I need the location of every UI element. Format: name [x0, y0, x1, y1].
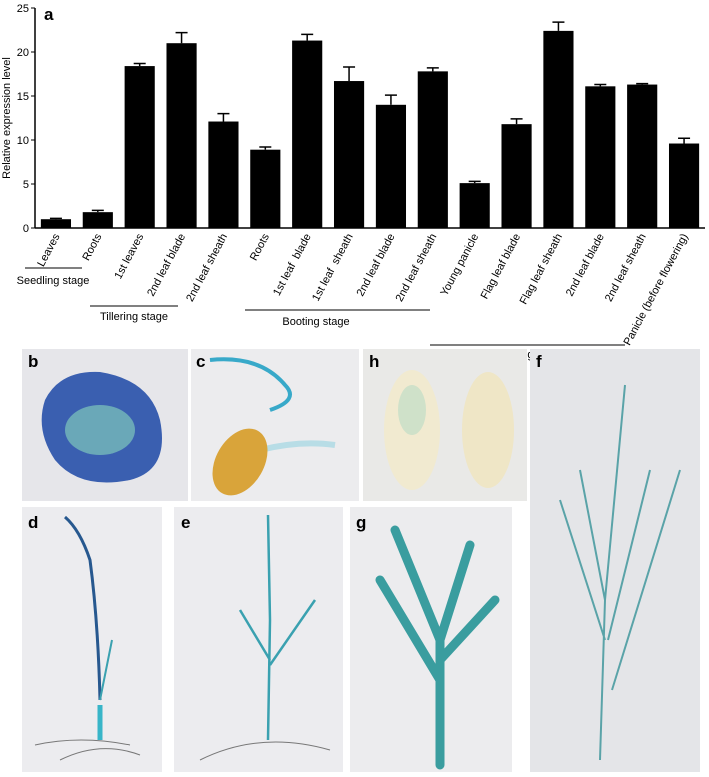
bar	[585, 86, 616, 228]
error-bar	[49, 217, 62, 220]
bar	[375, 104, 407, 228]
bar	[501, 124, 532, 228]
x-tick-label: 1st leaf blade	[271, 232, 314, 298]
stage-label: Seedling stage	[17, 275, 90, 287]
error-bar	[133, 62, 146, 67]
x-tick-label: Roots	[80, 231, 104, 262]
error-bar	[384, 94, 397, 105]
error-bar	[552, 21, 565, 31]
panel-label: b	[28, 352, 38, 371]
panel-label: c	[196, 352, 205, 371]
bar	[166, 43, 197, 229]
x-tick-label: Young panicle	[438, 232, 481, 298]
error-bar	[301, 33, 314, 41]
bar	[627, 84, 658, 228]
bar	[250, 149, 281, 228]
y-tick-label: 10	[17, 135, 29, 147]
error-bar	[426, 67, 439, 72]
bar	[208, 121, 239, 228]
error-bar	[468, 180, 481, 184]
error-bar	[259, 146, 272, 150]
x-tick-label: 2nd leaf sheath	[394, 232, 440, 304]
photo-g	[350, 507, 512, 772]
y-tick-label: 25	[17, 3, 29, 15]
x-tick-label: Flag leaf sheath	[518, 232, 565, 307]
bar	[124, 66, 155, 228]
y-tick-label: 20	[17, 47, 29, 59]
x-tick-label: 1st leaf sheath	[310, 232, 356, 304]
x-tick-label: Flag leaf blade	[479, 232, 523, 301]
x-tick-label: Leaves	[35, 231, 62, 268]
x-tick-label: 1st leaves	[112, 231, 146, 281]
error-bar	[510, 118, 523, 125]
bar	[459, 183, 490, 228]
stage-label: Tillering stage	[100, 311, 168, 323]
error-bar	[91, 209, 104, 213]
panel-label: f	[536, 352, 542, 371]
photo-f	[530, 349, 700, 772]
bar	[82, 212, 113, 228]
panel-label: g	[356, 513, 366, 532]
bar	[333, 81, 365, 228]
bar	[40, 219, 72, 228]
photo-b	[22, 349, 188, 501]
panel-label: d	[28, 513, 38, 532]
panel-label: e	[181, 513, 190, 532]
error-bar	[594, 83, 607, 87]
x-tick-label: 2nd leaf sheath	[603, 232, 649, 304]
x-tick-label: 2nd leaf sheath	[184, 232, 230, 304]
x-tick-label: 2nd leaf blade	[355, 232, 398, 299]
y-axis-label: Relative expression level	[1, 57, 13, 179]
y-tick-label: 15	[17, 91, 29, 103]
stage-label: Booting stage	[282, 316, 349, 328]
bar	[668, 143, 700, 228]
error-bar	[678, 137, 691, 144]
y-tick-label: 0	[23, 223, 29, 235]
x-tick-label: 2nd leaf blade	[145, 232, 188, 299]
photo-c	[191, 349, 359, 501]
error-bar	[175, 31, 188, 44]
error-bar	[636, 82, 649, 85]
x-tick-label: 2nd leaf blade	[564, 232, 607, 299]
x-tick-label: Roots	[248, 231, 272, 262]
error-bar	[217, 112, 230, 122]
bar	[417, 71, 448, 228]
error-bar	[343, 66, 356, 82]
photo-e	[174, 507, 343, 772]
panel-label: h	[369, 352, 379, 371]
photo-h	[363, 349, 527, 501]
bar	[543, 30, 574, 228]
y-tick-label: 5	[23, 179, 29, 191]
photo-d	[22, 507, 162, 772]
bar	[292, 40, 323, 229]
panel-label: a	[44, 5, 54, 24]
